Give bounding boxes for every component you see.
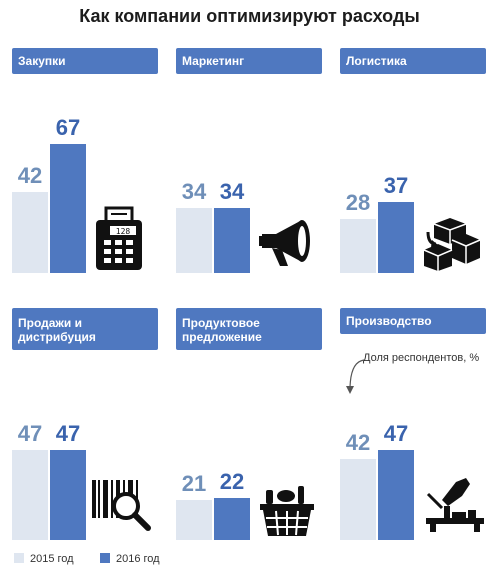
bar-2016 — [50, 144, 86, 273]
bar-2015 — [340, 219, 376, 273]
legend-swatch-2016 — [100, 553, 110, 563]
value-label-2015: 28 — [345, 190, 371, 215]
legend-label: 2015 год — [30, 553, 74, 565]
value-label-2015: 47 — [17, 421, 43, 446]
panel-sales-distribution: Продажи и дистрибуция 47 47 — [12, 308, 158, 540]
category-label: Маркетинг — [176, 48, 322, 74]
value-label-2015: 42 — [345, 430, 371, 455]
category-label: Закупки — [12, 48, 158, 74]
bar-2016 — [378, 202, 414, 273]
bar-2015 — [12, 450, 48, 540]
value-label-2016: 22 — [219, 469, 245, 494]
legend-swatch-2015 — [14, 553, 24, 563]
boxes-icon — [423, 218, 481, 271]
legend-item-2015: 2015 год — [14, 553, 74, 565]
category-label: Продажи и дистрибуция — [12, 308, 158, 350]
bar-2016 — [214, 498, 250, 540]
value-label-2016: 34 — [219, 179, 245, 204]
note-arrow — [346, 359, 365, 394]
value-label-2015: 21 — [181, 471, 207, 496]
cash-register-icon: 128 — [96, 206, 142, 270]
panel-logistics: Логистика 28 37 — [340, 48, 486, 273]
panel-production: Производство 42 47 — [340, 308, 486, 540]
value-label-2016: 47 — [55, 421, 81, 446]
panel-purchasing: Закупки 42 67 128 — [12, 48, 158, 273]
bar-2016 — [50, 450, 86, 540]
value-label-2015: 34 — [181, 179, 207, 204]
shopping-basket-icon — [260, 486, 314, 536]
legend-label: 2016 год — [116, 553, 160, 565]
svg-text:128: 128 — [116, 227, 131, 236]
category-label: Производство — [340, 308, 486, 334]
category-label: Логистика — [340, 48, 486, 74]
panel-marketing: Маркетинг 34 34 — [176, 48, 322, 273]
value-label-2016: 37 — [383, 173, 409, 198]
megaphone-icon — [259, 220, 310, 266]
chart-title: Как компании оптимизируют расходы — [79, 6, 420, 26]
manufacturing-machine-icon — [426, 478, 484, 532]
bar-2015 — [12, 192, 48, 273]
bar-2015 — [176, 208, 212, 273]
value-label-2015: 42 — [17, 163, 43, 188]
bar-2015 — [176, 500, 212, 540]
value-label-2016: 47 — [383, 421, 409, 446]
barcode-magnifier-icon — [92, 480, 151, 531]
bar-2016 — [378, 450, 414, 540]
panel-product-offering: Продуктовое предложение 21 22 — [176, 308, 322, 540]
bar-2015 — [340, 459, 376, 540]
bar-2016 — [214, 208, 250, 273]
legend-item-2016: 2016 год — [100, 553, 160, 565]
respondents-share-note: Доля респондентов, % — [363, 352, 480, 364]
value-label-2016: 67 — [55, 115, 81, 140]
category-label: Продуктовое предложение — [176, 308, 322, 350]
